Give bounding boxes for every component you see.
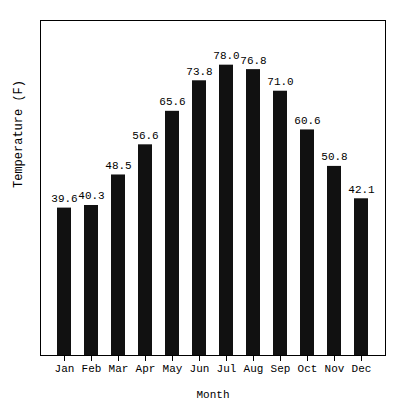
svg-text:Aug: Aug bbox=[244, 363, 264, 375]
svg-text:50.8: 50.8 bbox=[321, 151, 347, 163]
svg-text:42.1: 42.1 bbox=[348, 184, 375, 196]
svg-text:Oct: Oct bbox=[298, 363, 318, 375]
svg-text:Dec: Dec bbox=[352, 363, 372, 375]
svg-text:60.6: 60.6 bbox=[294, 115, 320, 127]
svg-text:Mar: Mar bbox=[109, 363, 129, 375]
svg-text:73.8: 73.8 bbox=[186, 66, 212, 78]
svg-text:Jan: Jan bbox=[55, 363, 75, 375]
svg-text:56.6: 56.6 bbox=[132, 130, 158, 142]
svg-text:48.5: 48.5 bbox=[105, 160, 131, 172]
svg-text:Temperature (F): Temperature (F) bbox=[12, 80, 26, 188]
svg-text:Feb: Feb bbox=[82, 363, 102, 375]
svg-text:39.6: 39.6 bbox=[51, 193, 77, 205]
svg-text:May: May bbox=[163, 363, 183, 375]
svg-text:Month: Month bbox=[196, 389, 229, 400]
svg-text:Apr: Apr bbox=[136, 363, 156, 375]
svg-text:40.3: 40.3 bbox=[78, 190, 104, 202]
svg-text:65.6: 65.6 bbox=[159, 96, 185, 108]
svg-text:Jul: Jul bbox=[217, 363, 237, 375]
svg-text:71.0: 71.0 bbox=[267, 76, 293, 88]
svg-text:76.8: 76.8 bbox=[240, 55, 266, 67]
svg-text:Sep: Sep bbox=[271, 363, 291, 375]
svg-text:78.0: 78.0 bbox=[213, 50, 239, 62]
svg-text:Jun: Jun bbox=[190, 363, 210, 375]
svg-text:Nov: Nov bbox=[325, 363, 345, 375]
